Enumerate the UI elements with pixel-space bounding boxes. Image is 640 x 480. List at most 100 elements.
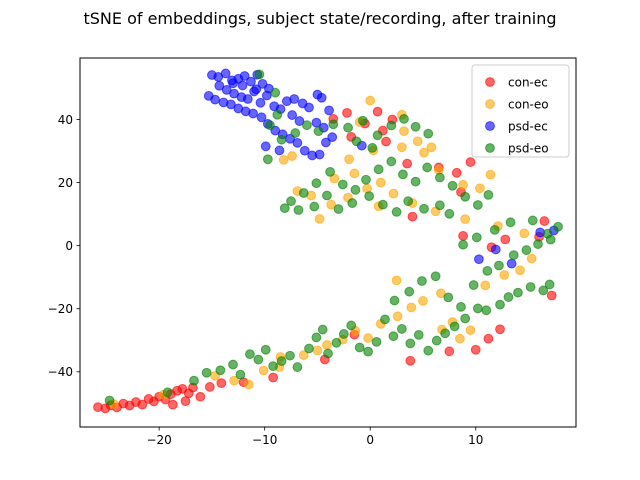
point-con-ec: [167, 399, 178, 410]
point-con-eo: [455, 333, 465, 344]
point-con-ec: [268, 372, 279, 383]
point-psd-eo: [298, 188, 309, 198]
point-psd-eo: [396, 324, 407, 334]
point-con-ec: [470, 344, 481, 355]
point-psd-eo: [201, 367, 212, 378]
point-psd-ec: [299, 145, 310, 156]
point-con-eo: [312, 345, 323, 356]
point-con-eo: [365, 95, 376, 106]
point-psd-eo: [377, 199, 388, 210]
point-con-eo: [412, 136, 423, 147]
point-con-ec: [402, 158, 413, 169]
point-con-ec: [483, 333, 494, 344]
point-psd-eo: [434, 172, 445, 183]
legend-label: psd-ec: [508, 119, 548, 133]
point-psd-eo: [495, 299, 505, 310]
point-con-eo: [243, 379, 254, 390]
chart-title: tSNE of embeddings, subject state/record…: [83, 9, 556, 28]
point-psd-eo: [404, 286, 415, 297]
point-psd-ec: [246, 76, 256, 87]
point-psd-eo: [544, 279, 555, 290]
point-psd-eo: [542, 228, 553, 239]
point-psd-eo: [279, 203, 290, 214]
point-psd-eo: [391, 207, 402, 217]
point-con-ec: [216, 378, 227, 389]
point-psd-eo: [317, 324, 328, 335]
point-psd-eo: [521, 245, 532, 255]
point-psd-eo: [301, 120, 312, 131]
y-tick-label: 40: [58, 113, 73, 127]
point-psd-ec: [304, 102, 314, 113]
point-con-ec: [407, 211, 418, 222]
point-psd-ec: [251, 84, 262, 95]
point-psd-eo: [444, 208, 455, 219]
x-tick-label: 0: [366, 433, 374, 447]
point-con-eo: [465, 325, 476, 336]
point-con-ec: [405, 355, 416, 366]
point-con-ec: [465, 157, 476, 167]
point-psd-eo: [322, 190, 332, 201]
point-psd-eo: [483, 189, 494, 200]
point-psd-eo: [434, 200, 445, 211]
point-psd-eo: [245, 349, 255, 360]
legend-item-con-eo: con-eo: [485, 97, 549, 111]
point-psd-eo: [262, 154, 273, 165]
point-psd-eo: [430, 271, 441, 282]
point-con-ec: [500, 234, 511, 245]
point-psd-eo: [422, 162, 433, 173]
point-psd-ec: [316, 92, 327, 103]
point-psd-eo: [347, 198, 358, 208]
legend-marker: [485, 99, 495, 109]
point-psd-eo: [458, 239, 468, 250]
legend-item-psd-ec: psd-ec: [485, 119, 548, 133]
point-psd-eo: [333, 204, 344, 214]
point-con-eo: [287, 151, 298, 161]
point-psd-eo: [373, 164, 384, 175]
point-psd-eo: [403, 196, 414, 207]
series-con-eo: [108, 95, 537, 409]
point-psd-ec: [506, 258, 517, 269]
point-psd-eo: [399, 113, 409, 124]
point-psd-ec: [255, 97, 266, 108]
y-axis: −40 −20 0 20 40: [48, 113, 80, 379]
point-psd-eo: [527, 215, 538, 226]
legend: con-ec con-eo psd-ec psd-eo: [471, 64, 570, 158]
point-psd-eo: [513, 287, 523, 298]
legend-item-con-ec: con-ec: [485, 75, 548, 89]
point-psd-eo: [417, 276, 427, 286]
point-con-eo: [396, 142, 407, 153]
legend-item-psd-eo: psd-eo: [485, 141, 549, 155]
point-con-eo: [480, 280, 491, 291]
point-con-eo: [388, 188, 399, 199]
point-con-ec: [195, 391, 206, 402]
point-psd-eo: [337, 179, 348, 190]
x-axis: −20 −10 0 10: [146, 427, 483, 447]
point-psd-eo: [350, 184, 361, 195]
point-psd-eo: [405, 338, 416, 349]
point-psd-eo: [235, 369, 246, 380]
x-tick-label: −10: [252, 433, 277, 447]
point-psd-eo: [386, 120, 397, 131]
point-psd-eo: [505, 217, 516, 228]
point-con-eo: [326, 199, 337, 210]
point-psd-ec: [327, 132, 338, 143]
point-psd-eo: [361, 174, 371, 185]
point-psd-eo: [338, 329, 349, 339]
point-con-eo: [460, 214, 471, 225]
point-con-ec: [495, 324, 505, 335]
point-psd-eo: [471, 232, 482, 243]
point-psd-eo: [311, 332, 322, 343]
x-tick-label: −20: [146, 433, 171, 447]
point-psd-eo: [270, 87, 281, 98]
point-psd-eo: [292, 362, 303, 372]
point-con-eo: [519, 228, 530, 239]
point-psd-ec: [490, 244, 501, 255]
legend-marker: [485, 77, 495, 87]
point-psd-eo: [260, 344, 271, 355]
point-psd-eo: [285, 350, 295, 361]
point-con-eo: [526, 253, 537, 264]
point-psd-eo: [354, 342, 365, 353]
point-psd-eo: [268, 361, 279, 372]
point-con-ec: [180, 396, 191, 407]
